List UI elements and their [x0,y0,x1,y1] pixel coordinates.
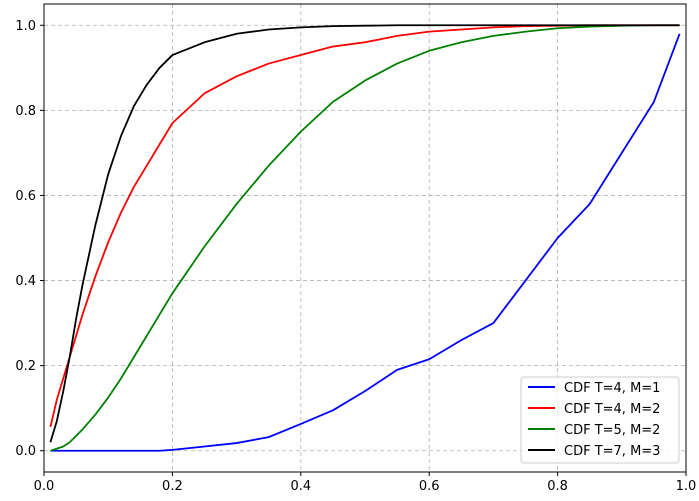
y-tick-label: 0.2 [15,359,36,374]
legend-box [520,376,680,464]
legend-label-2: CDF T=5, M=2 [564,423,660,438]
legend: CDF T=4, M=1 CDF T=4, M=2 CDF T=5, M=2 C… [520,376,680,464]
y-tick-label: 0.0 [15,444,36,459]
y-tick-label: 0.6 [15,189,36,204]
x-tick-label: 0.2 [162,479,183,494]
x-tick-label: 1.0 [676,479,697,494]
y-tick-label: 0.8 [15,104,36,119]
series-lines [49,24,681,452]
series-line-3 [49,24,680,443]
legend-label-0: CDF T=4, M=1 [564,381,660,396]
plot-frame [43,3,687,473]
y-tick-label: 0.4 [15,274,36,289]
legend-label-1: CDF T=4, M=2 [564,402,660,417]
series-line-0 [50,33,681,452]
series-line-2 [50,24,680,452]
x-tick-label: 0.4 [290,479,311,494]
x-tick-label: 0.0 [34,479,55,494]
axis-ticks: 0.0 0.2 0.4 0.6 0.8 1.0 0.0 0.2 0.4 0.6 0.8 1.0 [15,19,696,494]
y-tick-label: 1.0 [15,19,36,34]
x-tick-label: 0.6 [419,479,440,494]
x-tick-label: 0.8 [547,479,568,494]
legend-label-3: CDF T=7, M=3 [564,444,660,459]
